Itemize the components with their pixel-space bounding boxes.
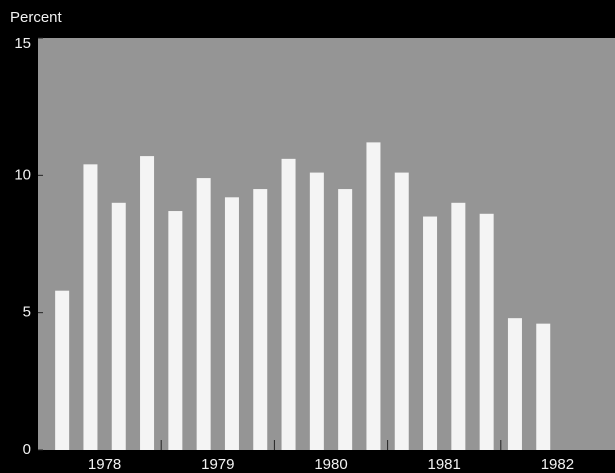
bar bbox=[394, 172, 409, 450]
bar bbox=[140, 156, 155, 450]
bar bbox=[196, 178, 211, 450]
bar bbox=[168, 211, 183, 450]
bar bbox=[451, 202, 466, 450]
bar bbox=[479, 213, 494, 450]
bar bbox=[309, 172, 324, 450]
bar bbox=[281, 158, 296, 450]
x-group-label: 1982 bbox=[541, 456, 574, 473]
bar bbox=[338, 189, 353, 451]
bar bbox=[253, 189, 268, 451]
y-tick-label: 5 bbox=[23, 304, 31, 321]
y-tick-label: 15 bbox=[14, 35, 31, 52]
x-group-label: 1981 bbox=[428, 456, 461, 473]
bar bbox=[55, 290, 70, 450]
x-group-label: 1978 bbox=[88, 456, 121, 473]
x-group-label: 1980 bbox=[314, 456, 347, 473]
bar bbox=[111, 202, 126, 450]
bar bbox=[423, 216, 438, 450]
bar bbox=[507, 318, 522, 450]
x-group-label: 1979 bbox=[201, 456, 234, 473]
bar bbox=[366, 142, 381, 450]
bar bbox=[224, 197, 239, 450]
y-tick-label: 10 bbox=[14, 166, 31, 183]
y-tick-label: 0 bbox=[23, 441, 31, 458]
bar bbox=[536, 323, 551, 450]
y-axis-label: Percent bbox=[10, 9, 63, 26]
bar bbox=[83, 164, 98, 450]
